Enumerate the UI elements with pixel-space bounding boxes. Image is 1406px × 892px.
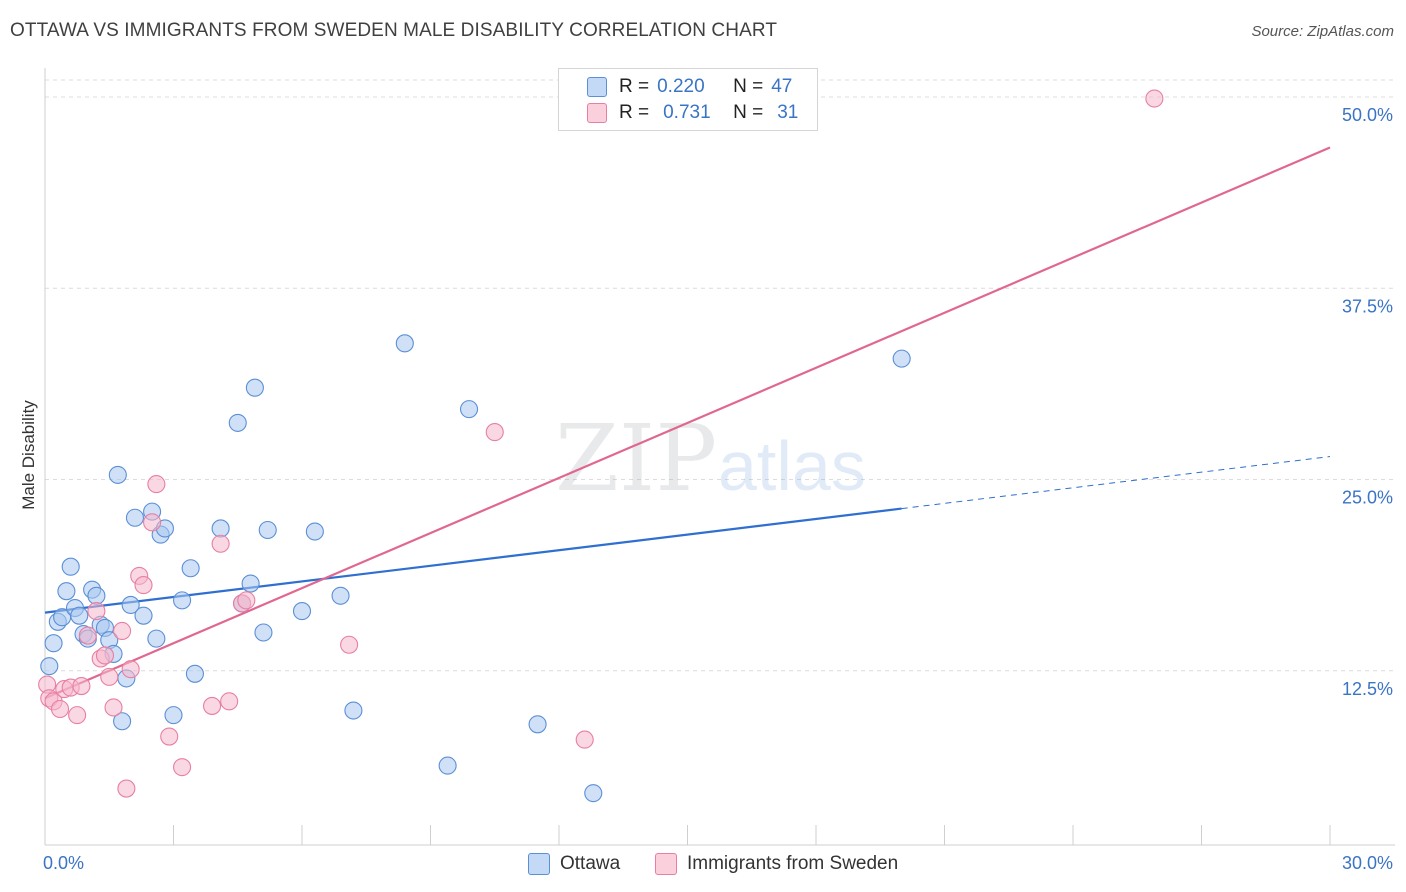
bottom-swatch-ottawa bbox=[528, 853, 550, 875]
data-point-sweden bbox=[104, 698, 123, 717]
data-point-sweden bbox=[95, 646, 115, 665]
data-point-sweden bbox=[160, 727, 179, 746]
x-tick-label: 30.0% bbox=[1342, 853, 1393, 873]
data-point-ottawa bbox=[331, 586, 350, 605]
data-point-ottawa bbox=[57, 582, 76, 601]
axes bbox=[44, 68, 1395, 846]
data-point-sweden bbox=[143, 513, 162, 532]
x-tick-label: 0.0% bbox=[43, 853, 84, 873]
legend-n-label: N = bbox=[733, 76, 764, 97]
bottom-legend-ottawa: Ottawa bbox=[528, 852, 620, 876]
bottom-swatch-sweden bbox=[655, 853, 677, 875]
data-point-ottawa bbox=[125, 508, 144, 527]
data-point-ottawa bbox=[438, 756, 457, 775]
data-point-ottawa bbox=[254, 623, 273, 642]
data-point-ottawa bbox=[173, 591, 192, 610]
bottom-legend-sweden: Immigrants from Sweden bbox=[655, 852, 898, 876]
trend-line-ottawa bbox=[44, 507, 902, 614]
data-point-sweden bbox=[237, 591, 256, 610]
data-point-sweden bbox=[220, 692, 239, 711]
data-point-ottawa bbox=[892, 349, 911, 368]
data-point-sweden bbox=[72, 676, 91, 696]
legend-r-value: 0.220 bbox=[657, 76, 705, 97]
data-point-ottawa bbox=[292, 602, 312, 621]
data-point-ottawa bbox=[344, 701, 363, 720]
bottom-legend-label: Immigrants from Sweden bbox=[687, 853, 899, 874]
data-point-ottawa bbox=[181, 559, 200, 578]
data-point-ottawa bbox=[61, 557, 80, 576]
data-point-sweden bbox=[211, 534, 230, 553]
data-point-ottawa bbox=[395, 334, 414, 353]
data-point-ottawa bbox=[241, 574, 260, 593]
watermark-atlas: atlas bbox=[718, 427, 866, 505]
legend-n-label: N = bbox=[733, 102, 764, 123]
tick-labels: 12.5% 25.0% 37.5% 50.0% 0.0% 30.0% bbox=[43, 105, 1393, 873]
data-point-ottawa bbox=[44, 634, 63, 653]
data-point-ottawa bbox=[164, 706, 183, 725]
legend-r-label: R = bbox=[619, 76, 650, 97]
data-point-sweden bbox=[117, 779, 136, 798]
data-points bbox=[38, 89, 1164, 803]
data-point-sweden bbox=[78, 626, 97, 645]
data-point-sweden bbox=[134, 576, 153, 595]
trend-line-ottawa-extension bbox=[901, 456, 1331, 510]
data-point-ottawa bbox=[258, 520, 277, 540]
data-point-ottawa bbox=[108, 465, 127, 484]
data-point-ottawa bbox=[185, 664, 204, 683]
data-point-sweden bbox=[121, 660, 140, 679]
legend: R = 0.220 N = 47 R = 0.731 N = 31 bbox=[558, 68, 818, 131]
chart-source: Source: ZipAtlas.com bbox=[1251, 23, 1394, 40]
chart-title: OTTAWA VS IMMIGRANTS FROM SWEDEN MALE DI… bbox=[10, 20, 778, 41]
bottom-legend-label: Ottawa bbox=[560, 853, 621, 874]
data-point-sweden bbox=[87, 602, 106, 621]
legend-row-ottawa: R = 0.220 N = 47 bbox=[587, 75, 792, 99]
data-point-ottawa bbox=[70, 606, 89, 625]
y-tick-label: 50.0% bbox=[1342, 105, 1393, 125]
y-tick-label: 25.0% bbox=[1342, 488, 1393, 508]
data-point-sweden bbox=[485, 423, 504, 442]
legend-swatch-sweden bbox=[587, 103, 607, 123]
data-point-ottawa bbox=[584, 784, 603, 803]
data-point-ottawa bbox=[305, 522, 324, 541]
trend-line-sweden bbox=[44, 146, 1331, 700]
data-point-sweden bbox=[100, 667, 119, 686]
data-point-ottawa bbox=[87, 586, 106, 605]
y-tick-label: 12.5% bbox=[1342, 679, 1393, 699]
data-point-sweden bbox=[1145, 89, 1164, 108]
data-point-sweden bbox=[68, 706, 87, 725]
legend-swatch-ottawa bbox=[587, 77, 607, 97]
y-axis-title: Male Disability bbox=[19, 400, 38, 510]
data-point-ottawa bbox=[113, 712, 132, 731]
legend-n-value: 31 bbox=[777, 102, 799, 123]
data-point-ottawa bbox=[528, 715, 547, 734]
data-point-ottawa bbox=[211, 519, 230, 538]
data-point-ottawa bbox=[245, 378, 264, 397]
data-point-sweden bbox=[203, 696, 222, 715]
data-point-ottawa bbox=[459, 400, 479, 419]
data-point-ottawa bbox=[40, 657, 59, 676]
data-point-sweden bbox=[50, 699, 70, 719]
legend-r-value: 0.731 bbox=[663, 102, 711, 123]
legend-n-value: 47 bbox=[771, 76, 793, 97]
y-tick-label: 37.5% bbox=[1342, 296, 1393, 316]
legend-row-sweden: R = 0.731 N = 31 bbox=[587, 101, 798, 125]
legend-r-label: R = bbox=[619, 102, 650, 123]
data-point-sweden bbox=[340, 635, 359, 654]
data-point-ottawa bbox=[147, 629, 166, 648]
data-point-sweden bbox=[113, 621, 132, 641]
data-point-ottawa bbox=[134, 606, 153, 625]
data-point-ottawa bbox=[121, 595, 140, 615]
data-point-sweden bbox=[173, 758, 192, 777]
data-point-sweden bbox=[575, 730, 594, 749]
data-point-ottawa bbox=[228, 413, 247, 432]
data-point-sweden bbox=[147, 475, 166, 494]
